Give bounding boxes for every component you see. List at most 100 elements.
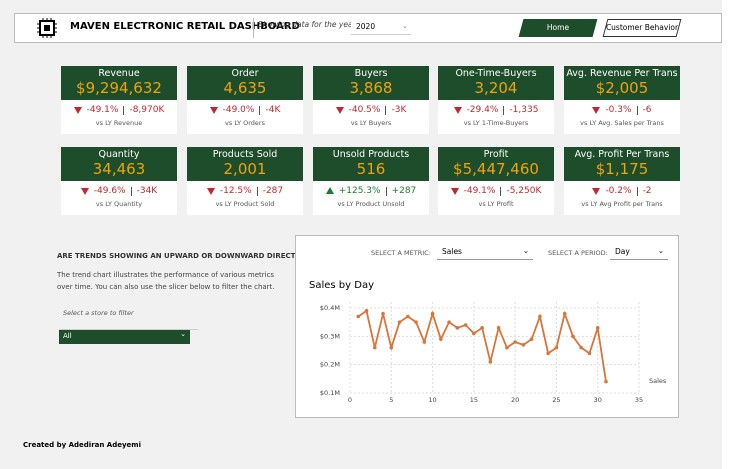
kpi-compare: vs LY Product Unsold bbox=[337, 200, 405, 208]
y-tick-label: $0.4M bbox=[320, 304, 340, 312]
year-dropdown[interactable]: 2020 ⌄ bbox=[351, 20, 411, 35]
kpi-title: Avg. Profit Per Trans bbox=[574, 149, 670, 160]
x-tick-label: 15 bbox=[470, 396, 478, 404]
trend-arrow bbox=[592, 107, 601, 114]
kpi-value: 34,463 bbox=[92, 160, 146, 178]
data-point bbox=[513, 340, 517, 344]
x-tick-label: 35 bbox=[635, 396, 643, 404]
separator bbox=[123, 105, 125, 115]
kpi-pct: -0.2% bbox=[605, 186, 632, 196]
data-point bbox=[562, 311, 567, 316]
divider bbox=[253, 18, 254, 38]
kpi-value: $5,447,460 bbox=[453, 160, 539, 178]
data-point bbox=[571, 334, 575, 339]
kpi-change: -0.2% -2 bbox=[564, 186, 680, 196]
kpi-change: -49.1% -8,970K bbox=[61, 105, 177, 115]
data-point bbox=[554, 345, 559, 350]
kpi-compare: vs LY Profit bbox=[478, 200, 514, 208]
kpi-pct: -49.0% bbox=[222, 105, 255, 115]
kpi-header: Avg. Profit Per Trans $1,175 bbox=[564, 147, 680, 181]
kpi-header: Quantity 34,463 bbox=[61, 147, 177, 181]
year-label: Showing data for the year: bbox=[258, 20, 359, 29]
data-point bbox=[455, 326, 460, 330]
store-value: All bbox=[63, 332, 72, 340]
store-dropdown[interactable]: All ⌄ bbox=[59, 330, 190, 344]
sales-line bbox=[357, 309, 607, 382]
data-point bbox=[595, 326, 600, 330]
data-point bbox=[389, 345, 394, 350]
kpi-card: Revenue $9,294,632 -49.1% -8,970K vs LY Reve… bbox=[61, 66, 177, 134]
kpi-header: Avg. Revenue Per Trans $2,005 bbox=[564, 66, 680, 100]
kpi-title: Buyers bbox=[354, 68, 388, 79]
kpi-pct: +125.3% bbox=[338, 186, 381, 196]
trend-arrow bbox=[592, 188, 601, 195]
trend-arrow bbox=[206, 188, 215, 195]
kpi-abs: -6 bbox=[642, 105, 652, 115]
kpi-change: -49.0% -4K bbox=[187, 105, 303, 115]
kpi-header: Products Sold 2,001 bbox=[187, 147, 303, 181]
kpi-change: -49.6% -34K bbox=[61, 186, 177, 196]
kpi-compare: vs LY Orders bbox=[225, 119, 265, 127]
x-tick-label: 30 bbox=[594, 396, 602, 404]
kpi-title: Revenue bbox=[98, 68, 140, 79]
metric-label: SELECT A METRIC: bbox=[371, 249, 431, 257]
data-point bbox=[414, 320, 418, 324]
separator bbox=[636, 186, 638, 196]
period-value: Day bbox=[615, 247, 630, 256]
kpi-change: -0.3% -6 bbox=[564, 105, 680, 115]
trend-arrow bbox=[453, 107, 462, 114]
chevron: ⌄ bbox=[401, 21, 408, 30]
chart-title: Sales by Day bbox=[309, 280, 374, 291]
kpi-pct: -40.5% bbox=[348, 105, 381, 115]
kpi-header: Profit $5,447,460 bbox=[438, 147, 554, 181]
x-tick-label: 5 bbox=[389, 396, 393, 404]
kpi-title: Profit bbox=[483, 149, 509, 160]
data-point bbox=[430, 311, 435, 316]
data-point bbox=[406, 314, 410, 319]
trend-arrow bbox=[325, 187, 334, 194]
x-tick-label: 0 bbox=[348, 396, 352, 404]
kpi-abs: +287 bbox=[391, 186, 417, 196]
trend-arrow bbox=[73, 107, 82, 114]
kpi-title: Avg. Revenue Per Trans bbox=[566, 68, 678, 79]
kpi-card: Quantity 34,463 -49.6% -34K vs LY Quantity bbox=[61, 147, 177, 215]
chart: Sales by Day $0.1M $0.2M $0.3M $0.4M 0 5 10 15 2… bbox=[309, 280, 667, 404]
separator bbox=[259, 105, 261, 115]
kpi-compare: vs LY Avg. Sales per Trans bbox=[580, 119, 664, 127]
data-point bbox=[356, 314, 361, 319]
data-point bbox=[488, 360, 493, 364]
kpi-card: One-Time-Buyers 3,204 -29.4% -1,335 vs LY 1-… bbox=[438, 66, 554, 134]
y-tick-label: $0.1M bbox=[320, 389, 340, 397]
kpi-title: Products Sold bbox=[212, 149, 278, 160]
kpi-compare: vs LY Avg Profit per Trans bbox=[581, 200, 663, 208]
header-bar: MAVEN ELECTRONIC RETAIL DASHBOARD Showin… bbox=[14, 13, 722, 43]
data-point bbox=[422, 340, 427, 344]
kpi-change: -12.5% -287 bbox=[187, 186, 303, 196]
kpi-pct: -29.4% bbox=[466, 105, 499, 115]
separator bbox=[636, 105, 638, 115]
separator bbox=[500, 186, 502, 196]
kpi-value: 516 bbox=[356, 160, 386, 178]
kpi-change: -49.1% -5,250K bbox=[438, 186, 554, 196]
kpi-value: $1,175 bbox=[595, 160, 649, 178]
chart-panel: SELECT A METRIC: Sales ⌄ SELECT A PERIOD:… bbox=[295, 235, 679, 418]
period-dropdown[interactable]: Day ⌄ bbox=[610, 245, 668, 260]
data-point bbox=[496, 326, 501, 330]
kpi-compare: vs LY Revenue bbox=[95, 119, 143, 127]
data-point bbox=[480, 326, 484, 330]
metric-dropdown[interactable]: Sales ⌄ bbox=[437, 245, 533, 260]
kpi-compare: vs LY 1-Time-Buyers bbox=[463, 119, 529, 127]
separator bbox=[130, 186, 132, 196]
data-point bbox=[397, 320, 402, 324]
trend-arrow bbox=[450, 188, 459, 195]
home-label: Home bbox=[546, 23, 570, 32]
kpi-header: Buyers 3,868 bbox=[313, 66, 429, 100]
kpi-header: One-Time-Buyers 3,204 bbox=[438, 66, 554, 100]
kpi-abs: -5,250K bbox=[506, 186, 542, 196]
kpi-abs: -4K bbox=[265, 105, 281, 115]
kpi-pct: -49.6% bbox=[93, 186, 126, 196]
kpi-value: 2,001 bbox=[223, 160, 267, 178]
data-point bbox=[505, 345, 509, 350]
kpi-abs: -34K bbox=[136, 186, 158, 196]
